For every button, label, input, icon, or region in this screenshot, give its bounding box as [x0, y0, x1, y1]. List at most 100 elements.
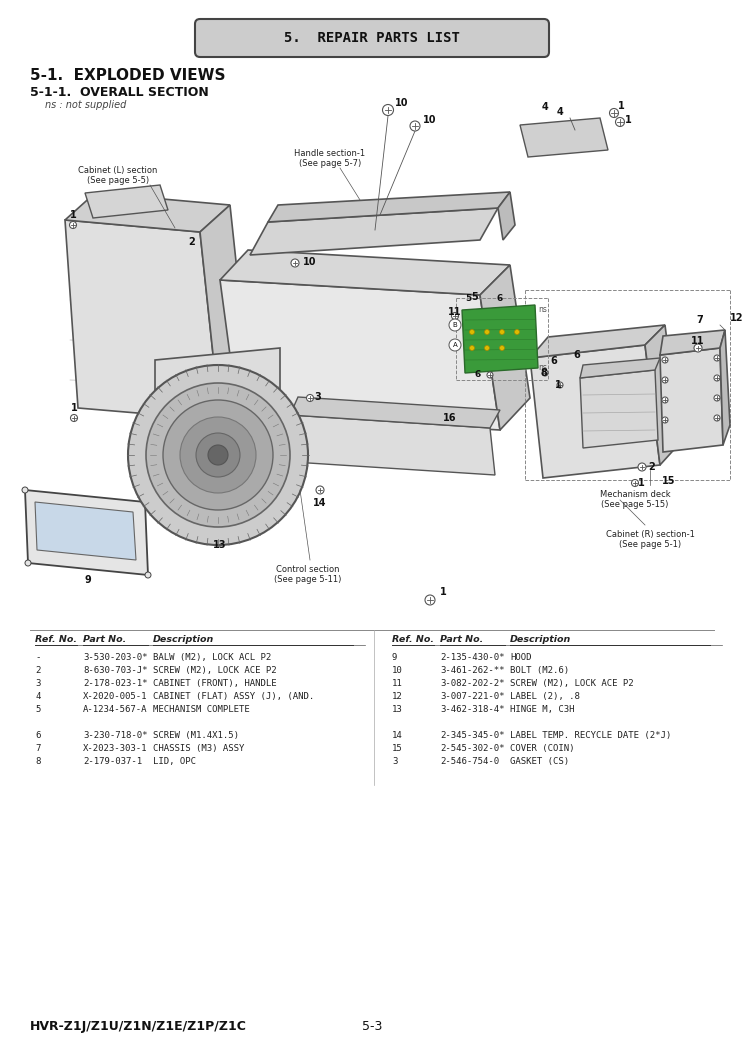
Text: X-2023-303-1: X-2023-303-1	[83, 744, 147, 753]
Text: 2-135-430-0*: 2-135-430-0*	[440, 653, 504, 662]
Text: CHASSIS (M3) ASSY: CHASSIS (M3) ASSY	[153, 744, 244, 753]
Text: BALW (M2), LOCK ACL P2: BALW (M2), LOCK ACL P2	[153, 653, 272, 662]
Polygon shape	[462, 305, 538, 373]
Text: 3: 3	[392, 757, 397, 766]
Text: Cabinet (R) section-1
(See page 5-1): Cabinet (R) section-1 (See page 5-1)	[606, 530, 694, 550]
Polygon shape	[220, 250, 510, 295]
Polygon shape	[530, 345, 660, 478]
Text: 10: 10	[395, 98, 408, 108]
Text: 14: 14	[313, 498, 327, 508]
Text: 3-462-318-4*: 3-462-318-4*	[440, 706, 504, 714]
Text: 2-345-345-0*: 2-345-345-0*	[440, 731, 504, 740]
Text: 1: 1	[618, 101, 625, 111]
Circle shape	[71, 415, 77, 421]
Text: 3: 3	[35, 679, 40, 688]
Text: Ref. No.: Ref. No.	[35, 635, 77, 644]
Circle shape	[609, 108, 618, 118]
Text: 6: 6	[497, 294, 503, 303]
Polygon shape	[580, 370, 658, 448]
Text: LID, OPC: LID, OPC	[153, 757, 196, 766]
Text: 2: 2	[648, 462, 655, 472]
Text: 3-007-221-0*: 3-007-221-0*	[440, 692, 504, 701]
Text: ns : not supplied: ns : not supplied	[45, 100, 126, 110]
Text: 1: 1	[440, 587, 446, 597]
Circle shape	[499, 345, 504, 351]
Text: BOLT (M2.6): BOLT (M2.6)	[510, 665, 569, 675]
Text: 15: 15	[392, 744, 403, 753]
Text: 3-082-202-2*: 3-082-202-2*	[440, 679, 504, 688]
Text: 4: 4	[557, 107, 563, 117]
Text: Ref. No.: Ref. No.	[392, 635, 434, 644]
Circle shape	[638, 463, 646, 471]
Polygon shape	[220, 280, 500, 430]
Circle shape	[469, 330, 475, 335]
Polygon shape	[660, 347, 723, 452]
Text: 8: 8	[35, 757, 40, 766]
Text: Part No.: Part No.	[83, 635, 126, 644]
Circle shape	[714, 375, 720, 381]
Text: 5: 5	[472, 292, 478, 302]
Polygon shape	[250, 208, 498, 255]
Circle shape	[632, 479, 638, 486]
Text: Handle section-1
(See page 5-7): Handle section-1 (See page 5-7)	[295, 148, 365, 168]
Text: 4: 4	[35, 692, 40, 701]
Text: CABINET (FRONT), HANDLE: CABINET (FRONT), HANDLE	[153, 679, 277, 688]
Circle shape	[557, 382, 563, 388]
Text: ns: ns	[538, 305, 547, 315]
Polygon shape	[645, 325, 680, 465]
Text: 3-530-203-0*: 3-530-203-0*	[83, 653, 147, 662]
Text: 3-461-262-**: 3-461-262-**	[440, 665, 504, 675]
Text: 9: 9	[392, 653, 397, 662]
Text: 5-3: 5-3	[362, 1020, 382, 1033]
Text: 12: 12	[392, 692, 403, 701]
Text: HINGE M, C3H: HINGE M, C3H	[510, 706, 574, 714]
Circle shape	[714, 395, 720, 401]
Polygon shape	[498, 192, 515, 240]
Polygon shape	[290, 397, 500, 428]
Text: 16: 16	[443, 413, 457, 423]
Text: 3: 3	[315, 392, 321, 402]
Text: 6: 6	[550, 356, 557, 366]
Polygon shape	[65, 220, 220, 420]
Circle shape	[307, 395, 313, 401]
Circle shape	[515, 330, 519, 335]
Text: 8-630-703-J*: 8-630-703-J*	[83, 665, 147, 675]
Text: Control section
(See page 5-11): Control section (See page 5-11)	[275, 565, 341, 584]
Text: 13: 13	[214, 540, 227, 550]
Text: 10: 10	[303, 257, 316, 267]
Text: 8: 8	[540, 367, 547, 378]
Text: 9: 9	[85, 575, 92, 585]
Circle shape	[487, 372, 493, 378]
Text: 5-1-1.  OVERALL SECTION: 5-1-1. OVERALL SECTION	[30, 86, 209, 99]
Text: B: B	[452, 322, 458, 327]
Polygon shape	[65, 193, 230, 232]
Polygon shape	[720, 330, 730, 445]
Circle shape	[145, 572, 151, 578]
Circle shape	[484, 330, 490, 335]
Circle shape	[196, 433, 240, 477]
Text: SCREW (M1.4X1.5): SCREW (M1.4X1.5)	[153, 731, 239, 740]
Circle shape	[694, 344, 702, 352]
Circle shape	[714, 355, 720, 361]
Polygon shape	[200, 205, 250, 420]
Polygon shape	[155, 347, 280, 490]
Polygon shape	[660, 330, 725, 355]
Text: -: -	[35, 653, 40, 662]
Text: LABEL (2), .8: LABEL (2), .8	[510, 692, 580, 701]
Polygon shape	[530, 325, 665, 358]
Circle shape	[142, 499, 148, 505]
Circle shape	[469, 345, 475, 351]
Polygon shape	[268, 192, 510, 222]
Text: HOOD: HOOD	[510, 653, 531, 662]
Text: COVER (COIN): COVER (COIN)	[510, 744, 574, 753]
Polygon shape	[25, 490, 148, 575]
Text: 1: 1	[70, 210, 77, 220]
Circle shape	[662, 417, 668, 423]
Polygon shape	[35, 502, 136, 560]
Circle shape	[208, 445, 228, 465]
Circle shape	[662, 397, 668, 403]
Text: 5-1.  EXPLODED VIEWS: 5-1. EXPLODED VIEWS	[30, 68, 225, 83]
Text: CABINET (FLAT) ASSY (J), (AND.: CABINET (FLAT) ASSY (J), (AND.	[153, 692, 314, 701]
Circle shape	[662, 357, 668, 363]
Text: X-2020-005-1: X-2020-005-1	[83, 692, 147, 701]
